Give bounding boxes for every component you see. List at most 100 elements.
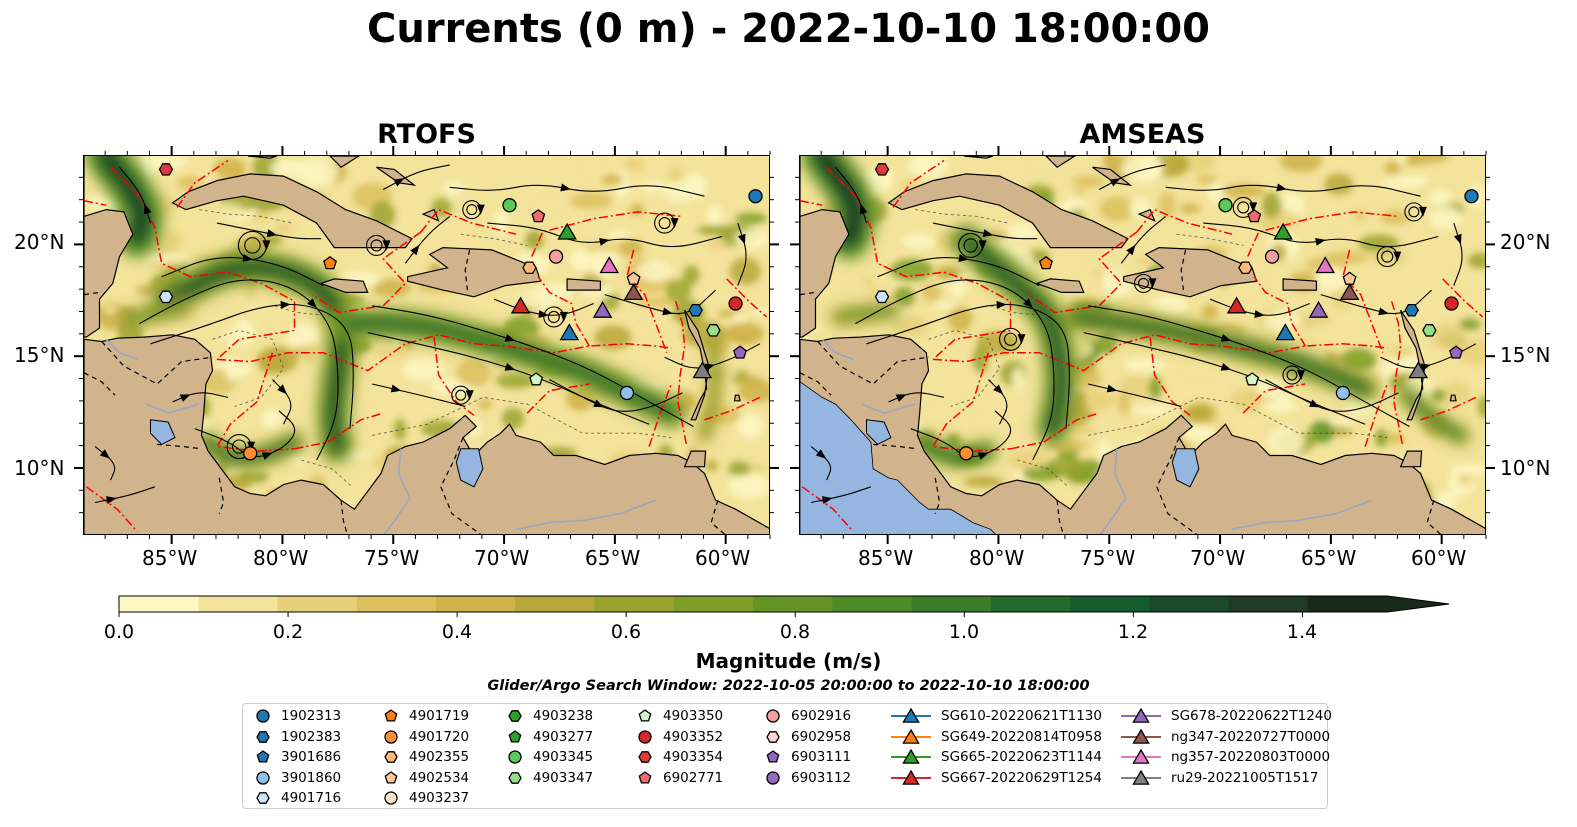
platform-sg610-20220621t1130 [559, 323, 580, 341]
legend-label: 6903111 [791, 749, 852, 765]
legend-marker-triangle-icon [891, 728, 931, 744]
platform-markers [158, 163, 763, 461]
legend-marker-pentagon-icon [384, 770, 398, 784]
platform-3901860 [1335, 385, 1351, 401]
colorbar-tick-1: 0.2 [272, 621, 304, 643]
lon-label-70w: 70°W [1190, 546, 1246, 570]
legend-label: 6902916 [791, 708, 852, 724]
platform-ng347-20220727t0000 [1339, 283, 1360, 301]
legend-label: 4903277 [533, 728, 594, 745]
legend-marker-triangle-icon [1121, 748, 1161, 764]
legend-marker-hexagon-icon [638, 751, 652, 763]
legend-item: 4903345 [505, 747, 593, 767]
legend-label: 4903345 [533, 749, 594, 765]
legend-marker-hexagon-icon [766, 730, 780, 743]
colorbar-segment [1228, 596, 1309, 612]
legend-item: SG610-20220621T1130 [889, 706, 1102, 726]
current-jets [801, 156, 1471, 469]
legend-label: SG678-20220622T1240 [1171, 708, 1332, 724]
lon-label-65w: 65°W [1301, 546, 1357, 570]
legend-label: 4902355 [409, 749, 470, 765]
legend-label: ru29-20221005T1517 [1171, 769, 1319, 786]
legend-item: 4903352 [635, 727, 723, 747]
colorbar-tick-0: 0.0 [103, 621, 135, 643]
platform-ng357-20220803t0000 [1315, 256, 1336, 274]
country-borders [800, 249, 1442, 534]
legend-marker-circle-icon [638, 729, 652, 744]
lon-label-60w: 60°W [1411, 546, 1467, 570]
legend-item: 1902383 [253, 727, 341, 747]
legend-marker-triangle-icon [1121, 728, 1161, 744]
legend-marker-hexagon-icon [256, 792, 270, 804]
colorbar-tick-3: 0.6 [610, 621, 642, 643]
lon-label-75w: 75°W [1080, 546, 1136, 570]
legend-marker-circle-icon [766, 770, 780, 785]
legend-marker-triangle-icon [891, 748, 931, 764]
platform-sg665-20220623t1144 [1273, 222, 1293, 240]
legend-item: 3901860 [253, 768, 341, 788]
lat-label-15n-left: 15°N [14, 343, 65, 367]
legend-label: SG665-20220623T1144 [941, 749, 1102, 765]
colorbar-segment [753, 596, 833, 612]
colorbar-segment [990, 596, 1071, 612]
platform-4901719 [1039, 255, 1053, 270]
rtofs-map[interactable] [83, 155, 770, 535]
platform-ru29-20221005t1517 [1408, 361, 1429, 379]
legend-item: 1902313 [253, 706, 341, 726]
lake-maracaibo [455, 448, 484, 488]
rivers [105, 338, 657, 534]
legend-marker-triangle-icon [891, 769, 931, 785]
lon-label-65w: 65°W [585, 546, 641, 570]
platform-4903350 [1245, 372, 1260, 386]
colorbar-segment [1307, 596, 1388, 612]
panel-title-rtofs: RTOFS [377, 119, 476, 150]
lat-label-10n-right: 10°N [1500, 456, 1551, 480]
legend-marker-pentagon-icon [638, 770, 652, 784]
platform-sg610-20220621t1130 [1275, 323, 1296, 341]
platform-4903352 [728, 296, 743, 311]
lon-label-80w: 80°W [253, 546, 309, 570]
eez-boundaries [800, 159, 1484, 533]
platform-6902916 [548, 249, 564, 264]
legend-label: 4901716 [281, 790, 342, 806]
colorbar-outline [118, 595, 1450, 613]
platform-sg667-20220629t1254 [1226, 296, 1247, 314]
legend-label: 1902383 [281, 728, 342, 745]
legend: 1902313 1902383 3901686 3901860 4901716 49017… [242, 703, 1332, 809]
lon-label-75w: 75°W [364, 546, 420, 570]
colorbar-tick-5: 1.0 [948, 621, 980, 643]
platform-4903354 [158, 163, 174, 176]
rivers [821, 338, 1373, 534]
colorbar-segment [673, 596, 754, 612]
colorbar-segment [832, 596, 912, 612]
amseas-map[interactable] [799, 155, 1486, 535]
lat-label-15n-right: 15°N [1500, 343, 1551, 367]
platform-1902313 [1464, 189, 1479, 204]
streamlines [810, 164, 1477, 505]
legend-marker-circle-icon [508, 750, 522, 764]
legend-marker-pentagon-icon [384, 709, 398, 722]
lon-label-80w: 80°W [969, 546, 1025, 570]
legend-label: 4903354 [663, 749, 724, 765]
lake-nicaragua [866, 419, 892, 446]
lon-label-85w: 85°W [858, 546, 914, 570]
landmass [84, 156, 769, 534]
legend-marker-circle-icon [384, 791, 398, 805]
figure-title: Currents (0 m) - 2022-10-10 18:00:00 [367, 6, 1210, 52]
platform-6903111 [733, 345, 747, 359]
legend-marker-hexagon-icon [256, 730, 270, 743]
platform-6903111 [1449, 345, 1463, 359]
legend-label: SG610-20220621T1130 [941, 708, 1102, 724]
colorbar-segment [594, 596, 675, 612]
colorbar-extend-arrow [1387, 596, 1449, 612]
legend-label: 4903350 [663, 708, 724, 724]
legend-label: 4903347 [533, 769, 594, 786]
legend-marker-pentagon-icon [638, 709, 652, 722]
platform-4903350 [529, 372, 544, 386]
legend-item: ru29-20221005T1517 [1119, 768, 1318, 788]
platform-4901719 [323, 255, 337, 270]
colorbar-tick-4: 0.8 [779, 621, 811, 643]
lon-label-60w: 60°W [695, 546, 751, 570]
legend-marker-circle-icon [256, 709, 270, 723]
legend-item: 4901720 [381, 727, 469, 747]
